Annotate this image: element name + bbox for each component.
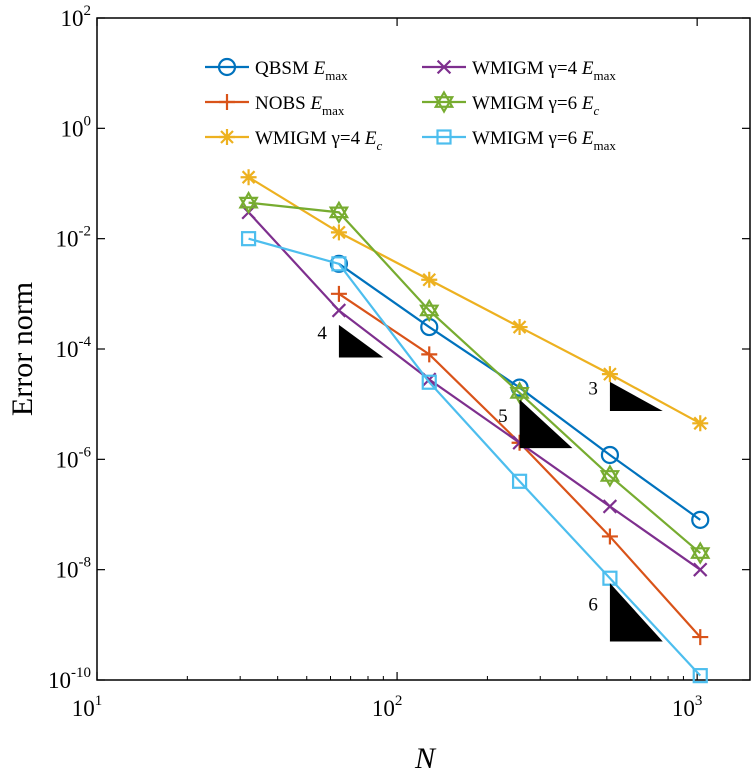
y-tick-label: 10-10 [48,665,91,693]
data-point-plus [601,528,618,545]
data-point-plus [330,285,347,302]
slope-triangle [609,381,663,412]
series-2 [240,169,709,432]
slope-triangle [338,324,384,358]
legend-label: QBSM Emax [255,58,348,83]
y-axis-label: Error norm [6,282,39,416]
data-point-plus [421,346,438,363]
legend-label: WMIGM γ=4 Emax [472,58,616,83]
slope-label: 4 [317,323,327,344]
data-point-plus [692,629,709,646]
data-point-asterisk [421,271,438,288]
legend-entry: QBSM Emax [205,57,348,83]
x-axis-label: N [414,742,437,775]
series-line [247,211,701,571]
data-point-hexagram [509,387,530,405]
data-point-asterisk [692,415,709,432]
series-line [248,237,702,677]
slope-triangle [609,583,663,642]
data-series [238,169,711,684]
series-5 [240,231,708,684]
data-point-square [511,473,528,489]
legend-entry: NOBS Emax [205,93,345,118]
data-point-circle [329,254,349,273]
slope-triangles: 4 5 3 6 [317,323,663,642]
legend-label: WMIGM γ=6 Ec [472,93,600,118]
x-tick-label: 101 [72,693,103,721]
legend-entry: WMIGM γ=4 Emax [422,58,616,83]
data-point-asterisk [240,169,257,186]
y-tick-label: 100 [61,113,92,141]
data-point-x [602,499,618,514]
slope-label: 3 [588,378,598,399]
data-point-hexagram [690,547,711,565]
data-point-hexagram [328,200,350,219]
series-line [248,176,701,425]
legend-entry: WMIGM γ=4 Ec [205,128,383,153]
data-point-hexagram [328,206,350,225]
data-point-asterisk [601,366,618,383]
y-tick-label: 10-6 [56,444,92,472]
data-point-square [331,256,347,272]
y-tick-label: 10-8 [56,555,92,583]
data-point-square [436,129,452,145]
legend-label: NOBS Emax [255,93,345,118]
data-point-plus [219,94,235,110]
x-tick-label: 103 [672,693,703,721]
data-point-hexagram [433,90,455,108]
data-point-x [693,562,708,577]
data-point-asterisk [511,319,528,336]
legend-label: WMIGM γ=4 Ec [255,128,383,153]
data-point-hexagram [419,304,440,323]
data-point-asterisk [330,224,347,241]
data-point-x [436,59,452,75]
data-point-x [331,303,347,318]
plot-area [96,17,751,681]
y-tick-label: 10-2 [56,224,92,252]
data-point-square [240,231,257,247]
data-point-square [692,668,708,684]
x-tick-label: 102 [372,693,403,721]
legend-label: WMIGM γ=6 Emax [472,128,616,153]
slope-triangle [519,399,573,449]
legend-entry: WMIGM γ=6 Emax [422,128,616,153]
y-tick-label: 10-4 [56,334,92,362]
data-point-hexagram [433,96,455,114]
series-line [248,201,701,554]
data-point-hexagram [509,381,530,399]
data-point-asterisk [219,129,235,145]
data-point-hexagram [690,541,711,559]
data-point-circle [691,510,710,529]
slope-label: 5 [498,406,508,427]
data-point-circle [600,445,620,465]
axis-ticks: 101 102 103 102 100 10-2 10-4 10-6 10-8 10-10 [48,3,750,721]
data-point-square [421,374,437,390]
data-point-hexagram [238,196,259,215]
data-point-hexagram [599,470,621,488]
data-point-hexagram [238,190,259,209]
data-point-hexagram [599,464,621,482]
legend-entry: WMIGM γ=6 Ec [422,90,600,118]
data-point-hexagram [419,298,440,317]
data-point-circle [217,57,237,77]
slope-label: 6 [588,594,598,615]
legend: QBSM Emax NOBS Emax WMIGM γ=4 Ec WMIGM γ=4 … [205,57,616,153]
series-4 [238,190,711,565]
y-tick-label: 102 [61,3,92,31]
